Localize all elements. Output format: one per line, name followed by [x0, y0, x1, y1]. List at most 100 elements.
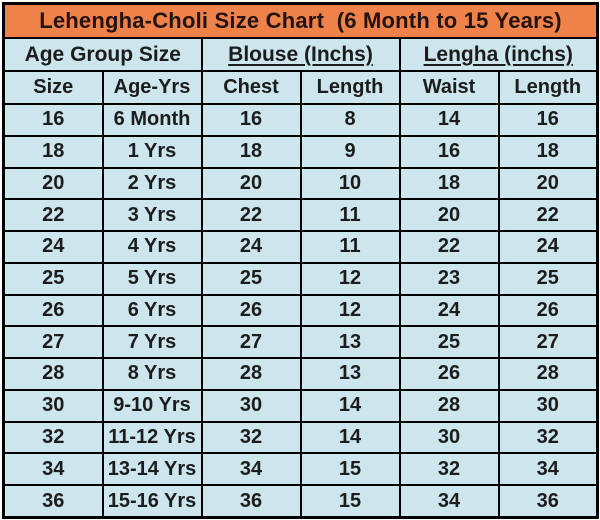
size-cell: 20	[2, 166, 104, 201]
size-cell: 26	[2, 293, 104, 328]
table-row: 36 15-16 Yrs 36 15 34 36	[2, 484, 599, 519]
lengha-length-cell: 30	[497, 388, 599, 423]
lengha-waist-cell: 14	[398, 103, 500, 137]
lengha-length-cell: 20	[497, 166, 599, 201]
blouse-chest-cell: 27	[200, 325, 302, 359]
table-row: 20 2 Yrs 20 10 18 20	[2, 166, 599, 201]
age-yrs-cell: 3 Yrs	[101, 198, 203, 232]
blouse-chest-cell: 26	[200, 293, 302, 328]
table-row: 18 1 Yrs 18 9 16 18	[2, 134, 599, 169]
lengha-waist-cell: 24	[398, 293, 500, 328]
blouse-chest-cell: 18	[200, 134, 302, 169]
age-yrs-cell: 11-12 Yrs	[101, 420, 203, 455]
lengha-waist-cell: 26	[398, 357, 500, 391]
blouse-chest-cell: 20	[200, 166, 302, 201]
group-header-blouse: Blouse (Inchs)	[200, 37, 401, 72]
column-header-row: Size Age-Yrs Chest Length Waist Length	[2, 70, 599, 105]
age-yrs-cell: 4 Yrs	[101, 230, 203, 264]
lengha-waist-cell: 34	[398, 484, 500, 519]
lengha-waist-cell: 30	[398, 420, 500, 455]
column-header-lengha-length: Length	[497, 70, 599, 105]
column-header-waist: Waist	[398, 70, 500, 105]
blouse-length-cell: 11	[299, 198, 401, 232]
lengha-length-cell: 26	[497, 293, 599, 328]
lengha-length-cell: 27	[497, 325, 599, 359]
lengha-length-cell: 28	[497, 357, 599, 391]
size-cell: 27	[2, 325, 104, 359]
size-table-body: 16 6 Month 16 8 14 16 18 1 Yrs 18 9 16 18 20 2 Yrs 20 1…	[2, 103, 599, 519]
lengha-waist-cell: 18	[398, 166, 500, 201]
lengha-waist-cell: 16	[398, 134, 500, 169]
table-row: 26 6 Yrs 26 12 24 26	[2, 293, 599, 328]
age-yrs-cell: 9-10 Yrs	[101, 388, 203, 423]
blouse-chest-cell: 32	[200, 420, 302, 455]
size-cell: 30	[2, 388, 104, 423]
chart-title: Lehengha-Choli Size Chart (6 Month to 15…	[2, 2, 599, 39]
age-yrs-cell: 6 Yrs	[101, 293, 203, 328]
blouse-length-cell: 15	[299, 484, 401, 519]
group-header-age: Age Group Size	[2, 37, 203, 72]
group-header-age-label: Age Group Size	[24, 42, 181, 66]
age-yrs-cell: 13-14 Yrs	[101, 452, 203, 486]
group-header-row: Age Group Size Blouse (Inchs) Lengha (in…	[2, 37, 599, 72]
column-header-age-yrs: Age-Yrs	[101, 70, 203, 105]
size-cell: 18	[2, 134, 104, 169]
table-row: 16 6 Month 16 8 14 16	[2, 103, 599, 137]
blouse-length-cell: 14	[299, 420, 401, 455]
table-row: 27 7 Yrs 27 13 25 27	[2, 325, 599, 359]
table-row: 28 8 Yrs 28 13 26 28	[2, 357, 599, 391]
lengha-length-cell: 32	[497, 420, 599, 455]
column-header-blouse-length: Length	[299, 70, 401, 105]
blouse-chest-cell: 25	[200, 261, 302, 296]
lengha-length-cell: 18	[497, 134, 599, 169]
blouse-length-cell: 12	[299, 261, 401, 296]
blouse-chest-cell: 34	[200, 452, 302, 486]
blouse-chest-cell: 22	[200, 198, 302, 232]
lengha-length-cell: 22	[497, 198, 599, 232]
size-cell: 25	[2, 261, 104, 296]
size-cell: 36	[2, 484, 104, 519]
blouse-chest-cell: 36	[200, 484, 302, 519]
age-yrs-cell: 2 Yrs	[101, 166, 203, 201]
table-row: 22 3 Yrs 22 11 20 22	[2, 198, 599, 232]
age-yrs-cell: 8 Yrs	[101, 357, 203, 391]
size-cell: 22	[2, 198, 104, 232]
table-row: 25 5 Yrs 25 12 23 25	[2, 261, 599, 296]
lengha-length-cell: 34	[497, 452, 599, 486]
blouse-length-cell: 12	[299, 293, 401, 328]
lengha-waist-cell: 20	[398, 198, 500, 232]
age-yrs-cell: 7 Yrs	[101, 325, 203, 359]
blouse-length-cell: 13	[299, 357, 401, 391]
lengha-waist-cell: 32	[398, 452, 500, 486]
blouse-chest-cell: 16	[200, 103, 302, 137]
size-cell: 16	[2, 103, 104, 137]
blouse-length-cell: 8	[299, 103, 401, 137]
size-cell: 34	[2, 452, 104, 486]
blouse-length-cell: 10	[299, 166, 401, 201]
age-yrs-cell: 6 Month	[101, 103, 203, 137]
title-row: Lehengha-Choli Size Chart (6 Month to 15…	[2, 2, 599, 39]
age-yrs-cell: 1 Yrs	[101, 134, 203, 169]
lengha-length-cell: 16	[497, 103, 599, 137]
lengha-waist-cell: 23	[398, 261, 500, 296]
group-header-lengha-label: Lengha (inchs)	[423, 42, 573, 66]
blouse-length-cell: 9	[299, 134, 401, 169]
age-yrs-cell: 5 Yrs	[101, 261, 203, 296]
column-header-chest: Chest	[200, 70, 302, 105]
table-row: 30 9-10 Yrs 30 14 28 30	[2, 388, 599, 423]
size-cell: 28	[2, 357, 104, 391]
lengha-waist-cell: 25	[398, 325, 500, 359]
table-row: 34 13-14 Yrs 34 15 32 34	[2, 452, 599, 486]
table-row: 32 11-12 Yrs 32 14 30 32	[2, 420, 599, 455]
group-header-lengha: Lengha (inchs)	[398, 37, 599, 72]
age-yrs-cell: 15-16 Yrs	[101, 484, 203, 519]
lengha-length-cell: 36	[497, 484, 599, 519]
blouse-length-cell: 13	[299, 325, 401, 359]
blouse-chest-cell: 28	[200, 357, 302, 391]
lengha-waist-cell: 22	[398, 230, 500, 264]
blouse-length-cell: 14	[299, 388, 401, 423]
lengha-length-cell: 24	[497, 230, 599, 264]
blouse-chest-cell: 24	[200, 230, 302, 264]
lengha-length-cell: 25	[497, 261, 599, 296]
